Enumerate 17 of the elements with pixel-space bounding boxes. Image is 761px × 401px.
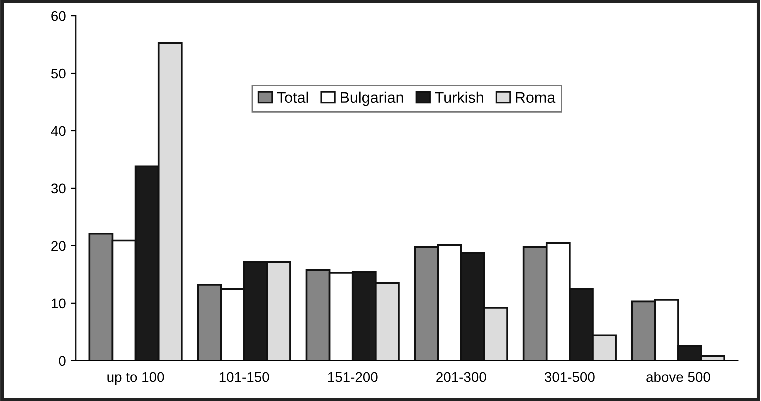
x-tick-label: 201-300 [436, 372, 486, 382]
y-tick-label: 60 [52, 11, 66, 22]
y-tick-label: 20 [52, 241, 66, 252]
y-tick-label: 40 [51, 126, 66, 136]
y-tick-label: 30 [51, 184, 66, 194]
y-tick-label: 0 [59, 356, 66, 366]
x-tick-label: up to 100 [108, 372, 164, 385]
y-tick-label: 50 [51, 68, 66, 79]
x-tick-label: 151-200 [328, 372, 378, 382]
legend-label: Bulgarian [341, 92, 404, 106]
x-tick-label: 301-500 [544, 372, 595, 382]
legend-label: Total [277, 92, 308, 104]
x-tick-label: above 500 [646, 372, 710, 382]
y-tick-label: 10 [52, 298, 66, 309]
legend-label: Roma [516, 92, 556, 104]
x-tick-label: 101-150 [220, 372, 270, 382]
legend-label: Turkish [435, 92, 484, 104]
